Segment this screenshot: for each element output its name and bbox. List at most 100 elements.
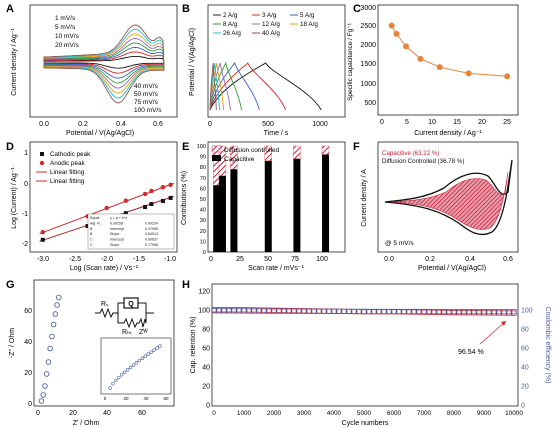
efficiency-point [471, 309, 477, 315]
efficiency-point [231, 308, 237, 314]
nyquist-inset-point [137, 358, 142, 363]
nyquist-inset-point [152, 348, 156, 352]
nyquist-inset-point [140, 356, 145, 361]
ytick-e: 30 [200, 218, 206, 224]
fit-table-cell: Intercept [110, 227, 124, 231]
anodic-point [104, 205, 109, 211]
ylabel-f: Current density / A [361, 169, 368, 227]
axes-a [29, 4, 178, 118]
nyquist-inset-point [134, 361, 139, 365]
xtick-b-1: 500 [262, 121, 274, 128]
panel-letter-c: C [353, 3, 361, 15]
xtick-f-2: 0.4 [465, 256, 475, 263]
ytick-h-left: 100 [198, 307, 210, 314]
bar-capacitive [218, 175, 226, 252]
xtick-e-1: 25 [236, 256, 244, 263]
fit-table-cell: y = a + b*x [110, 216, 127, 220]
circuit-diagram-g [95, 297, 154, 329]
retention-point [326, 308, 332, 314]
legend-a-4: 20 mV/s [55, 42, 80, 49]
nyquist-point [49, 333, 55, 340]
nyquist-point [50, 321, 57, 328]
xtick-h: 5000 [357, 410, 372, 417]
efficiency-point [241, 308, 247, 314]
retention-point [511, 310, 517, 316]
xtick-f-3: 0.6 [503, 256, 513, 263]
xtick-e-3: 75 [291, 256, 299, 263]
fit-table-cell: C [90, 243, 93, 247]
gcd-curve [209, 62, 225, 111]
label-diffusion-f: Diffusion Controlled (36.78 %) [382, 158, 464, 165]
efficiency-point [356, 308, 362, 315]
efficiency-point [281, 308, 287, 314]
panel-letter-e: E [182, 141, 189, 153]
legend-bottom-a: 40 mV/s 50 mV/s 75 mV/s 100 mV/s [134, 83, 162, 114]
efficiency-point [286, 308, 292, 314]
retention-point [356, 309, 362, 315]
retention-point [241, 307, 247, 313]
xlabel-d: Log (Scan rate) / Vs⁻¹ [70, 265, 139, 272]
xtick-h: 9000 [477, 410, 492, 417]
panel-letter-g: G [6, 279, 15, 291]
xtick-b-0: 0 [208, 121, 212, 128]
efficiency-point [416, 308, 422, 315]
efficiency-point [291, 308, 297, 314]
nyquist-point [40, 392, 46, 398]
nyquist-inset-point [117, 375, 121, 380]
cathodic-point [40, 237, 45, 242]
legend-d-1: Cathodic peak [50, 151, 91, 158]
ytick-e: 60 [200, 186, 206, 192]
efficiency-point [481, 309, 487, 315]
anodic-point [160, 185, 166, 190]
ylabel-h-left: Cap. retention (%) [190, 317, 197, 374]
efficiency-point [376, 308, 382, 315]
panel-d: D Cathodic peak Anodic peak Linear fitti… [6, 141, 178, 272]
retention-point [466, 310, 472, 316]
efficiency-point [311, 308, 317, 314]
nyquist-inset-point [143, 354, 147, 358]
bar-capacitive [230, 169, 238, 252]
efficiency-point [401, 308, 407, 315]
gcd-curve [209, 62, 217, 111]
nyquist-point [52, 311, 59, 317]
retention-point [456, 310, 462, 316]
xtick-h: 6000 [387, 410, 402, 417]
scatter-series-d [39, 182, 174, 242]
fit-table-cell: 0.64913 [145, 232, 158, 236]
bar-capacitive [264, 160, 272, 252]
retention-point [341, 308, 347, 314]
capacitance-point [504, 73, 511, 80]
panel-letter-d: D [6, 141, 14, 153]
label-capacitive-f: Capacitive (63.22 %) [382, 150, 439, 157]
retention-point [351, 308, 357, 315]
retention-point [376, 309, 382, 315]
axes-h [211, 283, 519, 407]
xtick-g-2: 40 [103, 410, 111, 417]
efficiency-point [211, 308, 217, 314]
xlabel-c: Current density / Ag⁻¹ [414, 130, 482, 137]
nyquist-point [47, 345, 53, 352]
cathodic-point [123, 211, 128, 216]
efficiency-point [221, 308, 227, 314]
xtick-f-0: 0.0 [384, 256, 394, 263]
ytick-h-left: 0 [206, 403, 210, 410]
panel-c: C 500 1000 1500 2000 2500 3000 0 5 10 15… [347, 3, 519, 137]
efficiency-point [276, 308, 282, 314]
panel-f: F Capacitive (63.22 %) Diffusion Control… [353, 141, 519, 272]
efficiency-point [341, 308, 347, 314]
xtick-d-4: -1.0 [164, 256, 176, 263]
nyquist-inset-point [146, 352, 150, 356]
circuit-label-q: Q [128, 301, 134, 308]
ytick-h-left: 80 [202, 326, 210, 333]
xtick-c-5: 25 [503, 119, 511, 126]
fit-table-cell: Slope [110, 243, 119, 247]
axes-c [377, 4, 519, 116]
ytick-g-1: 20 [24, 370, 32, 377]
xtick-g-1: 20 [69, 410, 77, 417]
efficiency-point [336, 308, 342, 314]
nyquist-point [54, 302, 60, 308]
ytick-c-3: 2000 [360, 42, 376, 49]
capacitance-series-c [388, 22, 511, 80]
nyquist-inset-point [108, 386, 112, 390]
nyquist-inset-point [128, 365, 133, 370]
